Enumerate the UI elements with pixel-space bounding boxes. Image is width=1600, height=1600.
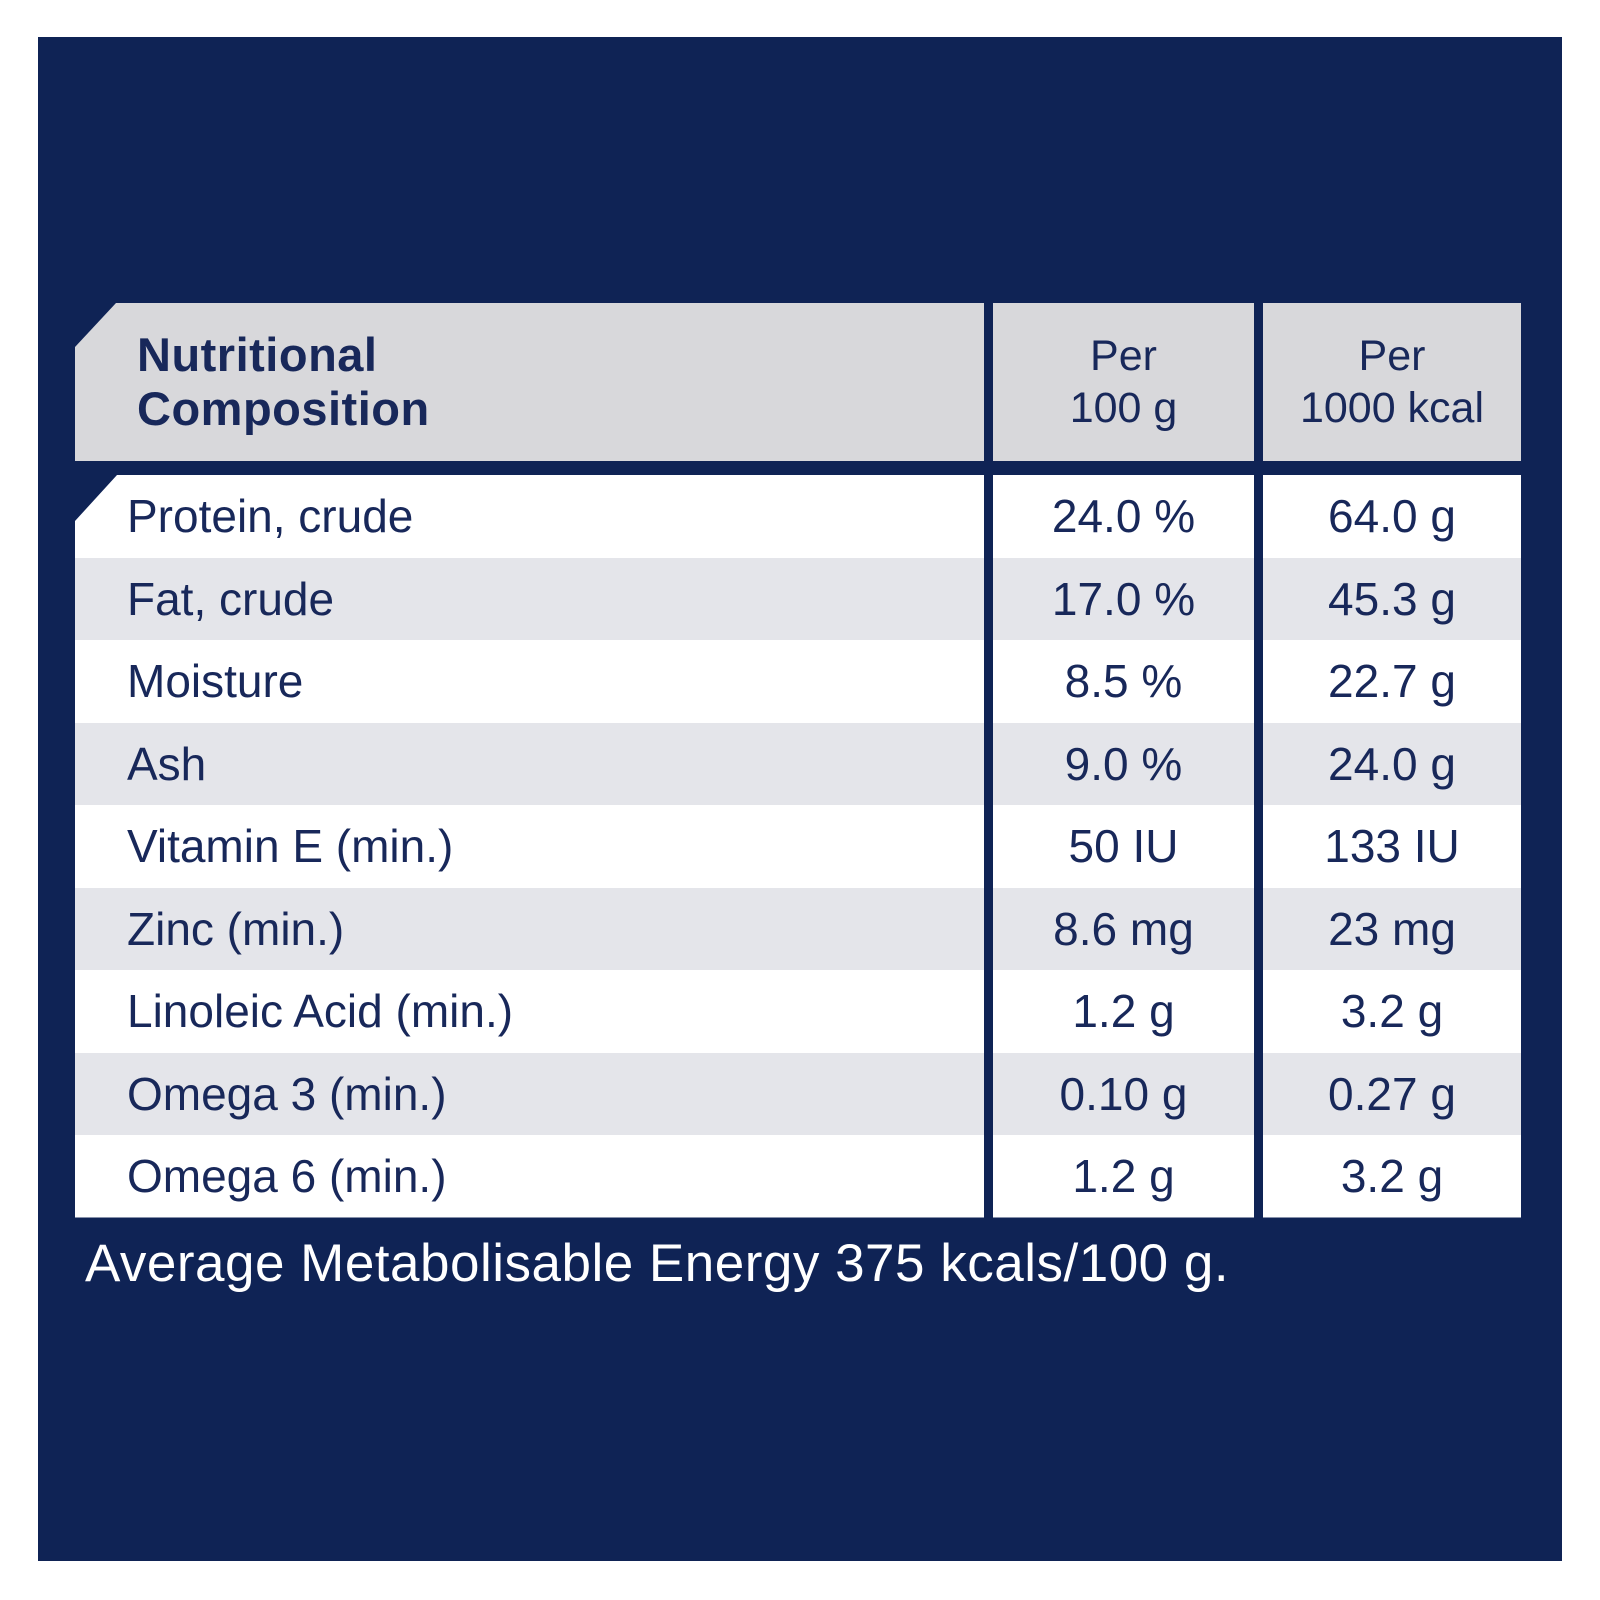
per-1000kcal-value: 133 IU	[1263, 805, 1521, 888]
column-header-per-100g: Per 100 g	[993, 303, 1254, 461]
table-row: Moisture 8.5 % 22.7 g	[75, 640, 1521, 723]
nutrient-label: Linoleic Acid (min.)	[75, 970, 984, 1053]
per-100g-value: 50 IU	[993, 805, 1254, 888]
per-100g-line1: Per	[1090, 331, 1157, 380]
per-100g-line2: 100 g	[1069, 384, 1178, 432]
nutrient-label: Omega 6 (min.)	[75, 1135, 984, 1218]
table-body: Protein, crude 24.0 % 64.0 g Fat, crude …	[75, 475, 1521, 1218]
per-1000kcal-value: 23 mg	[1263, 887, 1521, 970]
table-row: Zinc (min.) 8.6 mg 23 mg	[75, 887, 1521, 970]
per-100g-value: 9.0 %	[993, 722, 1254, 805]
table-row: Linoleic Acid (min.) 1.2 g 3.2 g	[75, 970, 1521, 1053]
table-title-line2: Composition	[137, 382, 430, 435]
per-100g-value: 24.0 %	[993, 475, 1254, 558]
per-1000kcal-value: 3.2 g	[1263, 1135, 1521, 1218]
per-100g-value: 1.2 g	[993, 970, 1254, 1053]
nutrient-label: Ash	[75, 722, 984, 805]
per-1000kcal-line1: Per	[1358, 331, 1426, 380]
nutrient-label: Fat, crude	[75, 557, 984, 640]
table-header-row: Nutritional Composition Per 100 g Per 10…	[75, 303, 1521, 461]
per-100g-value: 17.0 %	[993, 557, 1254, 640]
energy-statement: Average Metabolisable Energy 375 kcals/1…	[85, 1234, 1230, 1293]
table-row: Fat, crude 17.0 % 45.3 g	[75, 557, 1521, 640]
per-1000kcal-line2: 1000 kcal	[1299, 384, 1485, 432]
per-100g-value: 8.5 %	[993, 640, 1254, 723]
per-100g-value: 8.6 mg	[993, 887, 1254, 970]
table-title: Nutritional Composition	[137, 328, 984, 435]
column-header-per-100g-text: Per 100 g	[1070, 330, 1178, 435]
nutrient-label: Vitamin E (min.)	[75, 805, 984, 888]
navy-panel: Nutritional Composition Per 100 g Per 10…	[38, 37, 1562, 1561]
table-row: Omega 3 (min.) 0.10 g 0.27 g	[75, 1052, 1521, 1135]
per-1000kcal-value: 22.7 g	[1263, 640, 1521, 723]
nutrient-label: Omega 3 (min.)	[75, 1052, 984, 1135]
table-row: Ash 9.0 % 24.0 g	[75, 722, 1521, 805]
per-1000kcal-value: 64.0 g	[1263, 475, 1521, 558]
column-header-per-1000kcal: Per 1000 kcal	[1263, 303, 1521, 461]
table-row: Omega 6 (min.) 1.2 g 3.2 g	[75, 1135, 1521, 1218]
per-1000kcal-value: 24.0 g	[1263, 722, 1521, 805]
table-header-title-cell: Nutritional Composition	[75, 303, 984, 461]
per-1000kcal-value: 0.27 g	[1263, 1052, 1521, 1135]
table-row: Protein, crude 24.0 % 64.0 g	[75, 475, 1521, 558]
table-row: Vitamin E (min.) 50 IU 133 IU	[75, 805, 1521, 888]
per-100g-value: 0.10 g	[993, 1052, 1254, 1135]
nutrient-label: Zinc (min.)	[75, 887, 984, 970]
nutrient-label: Protein, crude	[75, 475, 984, 558]
per-1000kcal-value: 45.3 g	[1263, 557, 1521, 640]
column-header-per-1000kcal-text: Per 1000 kcal	[1300, 330, 1484, 435]
table-title-line1: Nutritional	[137, 328, 378, 382]
nutrient-label: Moisture	[75, 640, 984, 723]
per-100g-value: 1.2 g	[993, 1135, 1254, 1218]
per-1000kcal-value: 3.2 g	[1263, 970, 1521, 1053]
nutrition-table: Nutritional Composition Per 100 g Per 10…	[75, 303, 1521, 1218]
